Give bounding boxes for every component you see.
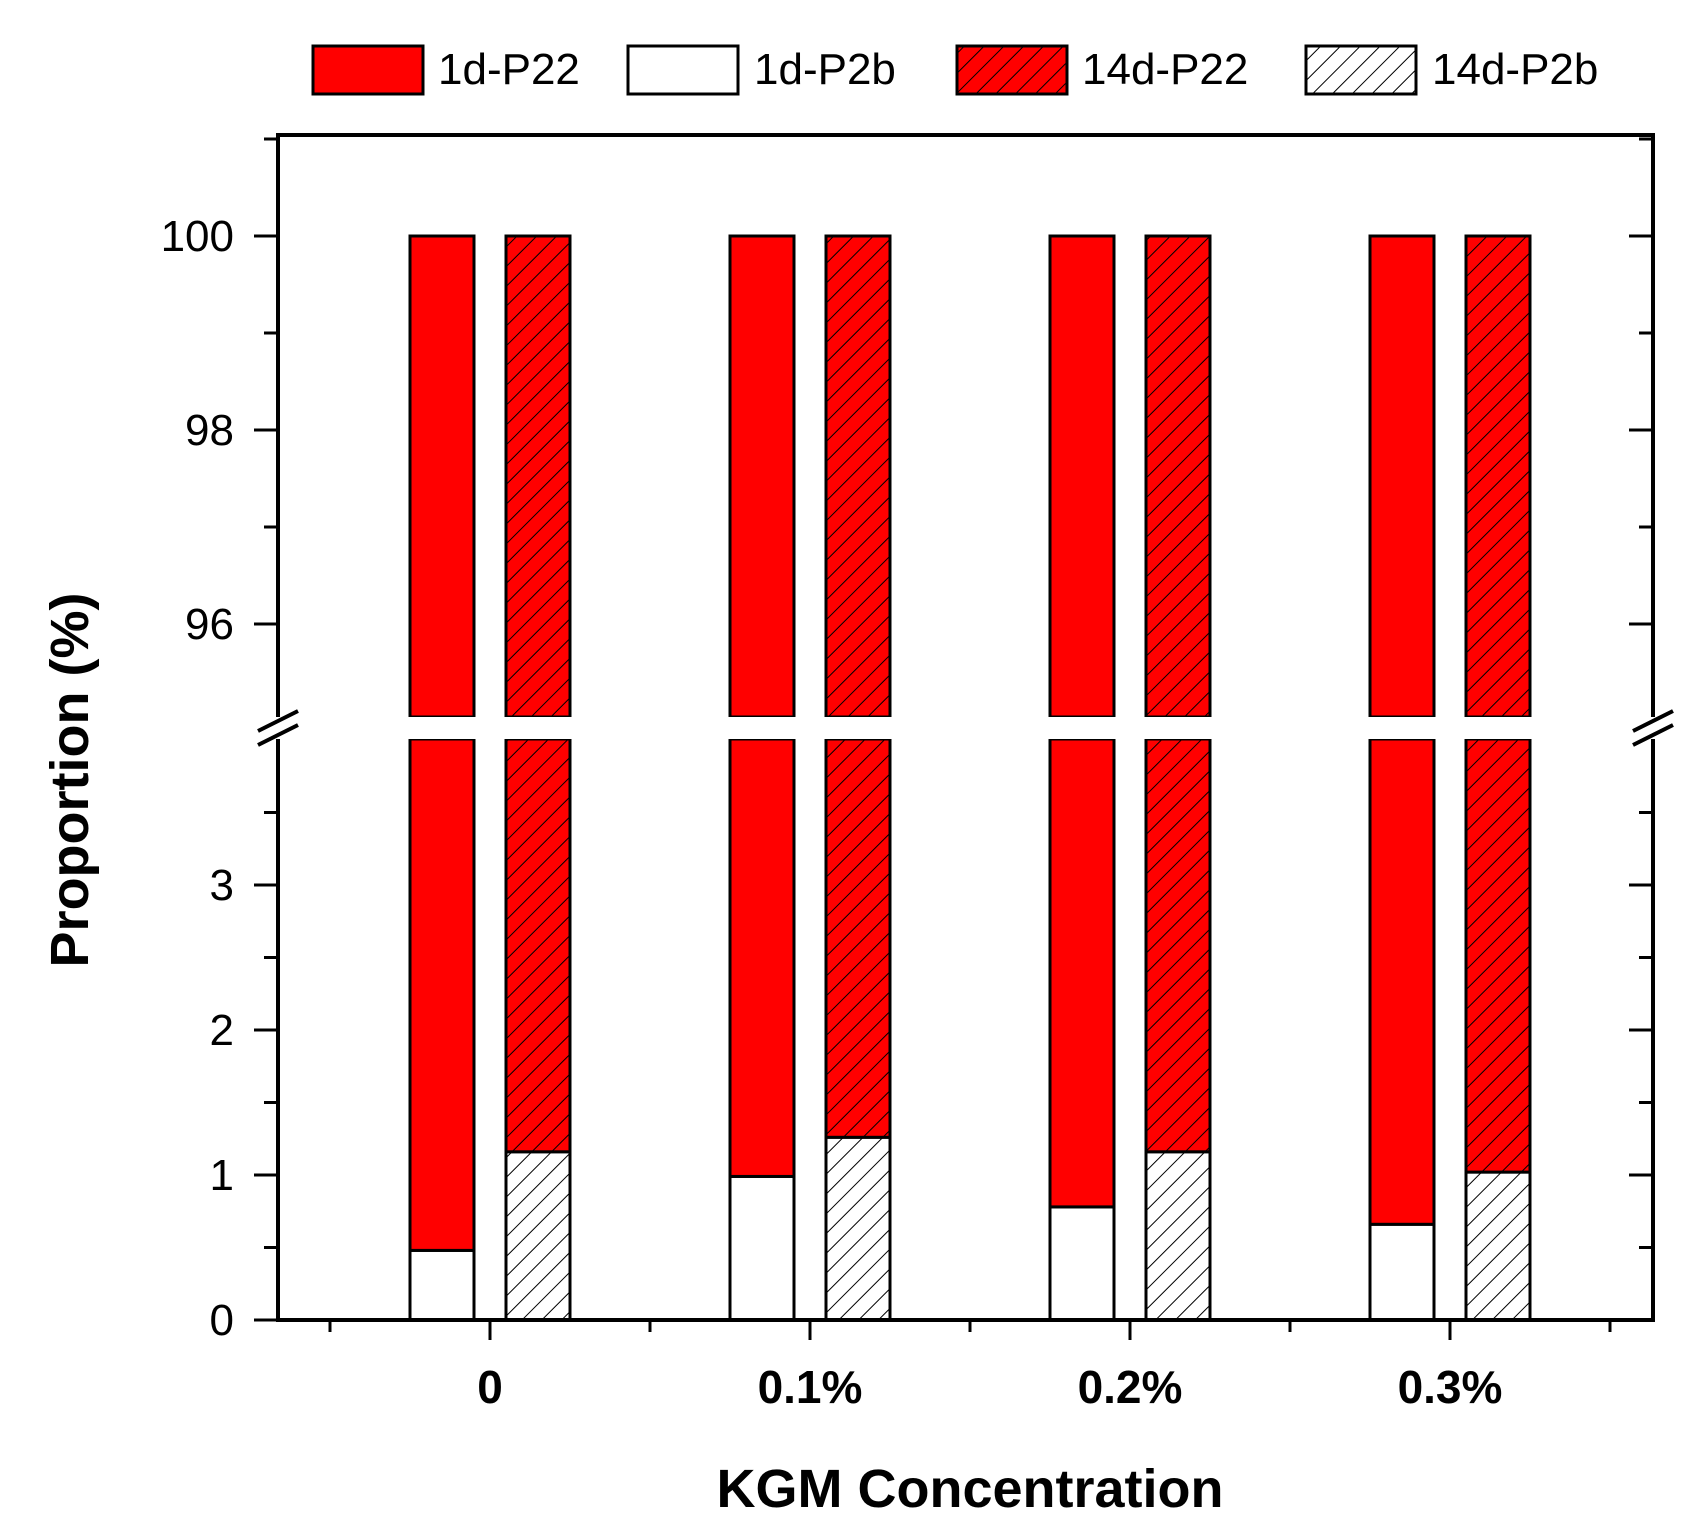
bar-1d-p22-upper-0.3pct (1368, 234, 1436, 719)
bar-14d-p22-lower-0.2pct (1144, 737, 1212, 1154)
y-tick-label-0: 0 (210, 1296, 234, 1345)
x-tick-label-0.3: 0.3% (1398, 1361, 1503, 1413)
bar-14d-p22-upper-0 (504, 234, 572, 719)
x-tick-label-0: 0 (477, 1361, 503, 1413)
x-axis-title: KGM Concentration (717, 1459, 1224, 1519)
y-tick-label-100: 100 (161, 212, 234, 261)
bars-layer (408, 234, 1532, 1322)
bar-1d-p2b-0.3pct (1368, 1222, 1436, 1322)
y-tick-labels: 0 1 2 3 96 98 100 (161, 212, 234, 1345)
legend-item-1d-p22: 1d-P22 (311, 44, 580, 96)
bar-1d-p22-upper-0 (408, 234, 476, 719)
break-mark-left-upper (257, 709, 299, 733)
bar-14d-p22-lower-0.1pct (824, 737, 892, 1139)
y-tick-label-96: 96 (185, 600, 234, 649)
legend-item-14d-p2b: 14d-P2b (1304, 44, 1598, 96)
bar-14d-p2b-0.1pct (824, 1135, 892, 1322)
axis-break-marks (257, 709, 1674, 747)
bar-1d-p22-lower-0 (408, 737, 476, 1252)
legend-swatch-14d-p22 (955, 44, 1069, 96)
bar-1d-p22-lower-0.2pct (1048, 737, 1116, 1209)
y-axis-title: Proportion (%) (40, 593, 100, 968)
bar-14d-p2b-0.3pct (1464, 1170, 1532, 1322)
bar-1d-p2b-0.2pct (1048, 1205, 1116, 1322)
x-tick-labels: 0 0.1% 0.2% 0.3% (477, 1361, 1502, 1413)
bar-1d-p22-upper-0.1pct (728, 234, 796, 719)
y-tick-label-98: 98 (185, 406, 234, 455)
legend-label-14d-p2b: 14d-P2b (1432, 45, 1598, 94)
bar-14d-p22-lower-0.3pct (1464, 737, 1532, 1174)
bar-1d-p22-upper-0.2pct (1048, 234, 1116, 719)
bar-1d-p22-lower-0.1pct (728, 737, 796, 1178)
bar-14d-p2b-0 (504, 1150, 572, 1322)
bar-14d-p22-lower-0 (504, 737, 572, 1154)
y-tick-label-3: 3 (210, 861, 234, 910)
legend-label-14d-p22: 14d-P22 (1082, 45, 1248, 94)
x-tick-label-0.1: 0.1% (758, 1361, 863, 1413)
legend-label-1d-p22: 1d-P22 (438, 45, 580, 94)
ticks-layer (254, 137, 1653, 1340)
y-tick-label-2: 2 (210, 1006, 234, 1055)
bar-14d-p22-upper-0.1pct (824, 234, 892, 719)
bar-1d-p2b-0 (408, 1248, 476, 1322)
legend-swatch-14d-p2b (1304, 44, 1418, 96)
break-mark-left-lower (257, 723, 299, 747)
legend-item-14d-p22: 14d-P22 (955, 44, 1248, 96)
break-mark-right-lower (1632, 723, 1674, 747)
legend: 1d-P22 1d-P2b 14d-P22 14d-P2b (311, 44, 1598, 96)
bar-1d-p22-lower-0.3pct (1368, 737, 1436, 1226)
break-mark-right-upper (1632, 709, 1674, 733)
bar-1d-p2b-0.1pct (728, 1174, 796, 1322)
legend-item-1d-p2b: 1d-P2b (626, 44, 896, 96)
axis-break-gap (240, 717, 1670, 739)
legend-swatch-1d-p22 (311, 44, 425, 96)
bar-14d-p22-upper-0.2pct (1144, 234, 1212, 719)
y-tick-label-1: 1 (210, 1151, 234, 1200)
axes-frame (276, 133, 1655, 1322)
x-tick-label-0.2: 0.2% (1078, 1361, 1183, 1413)
bar-14d-p22-upper-0.3pct (1464, 234, 1532, 719)
bar-14d-p2b-0.2pct (1144, 1150, 1212, 1322)
legend-swatch-1d-p2b (626, 44, 740, 96)
legend-label-1d-p2b: 1d-P2b (754, 45, 896, 94)
